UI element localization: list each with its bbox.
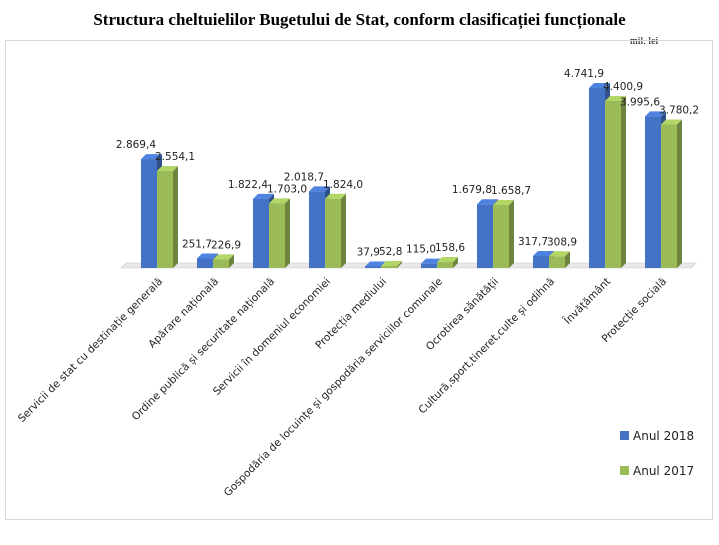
value-label-2017-9: 3.780,2: [659, 105, 699, 117]
value-label-2018-5: 115,0: [406, 244, 436, 256]
value-label-2018-7: 317,7: [518, 236, 548, 248]
category-label-3: Servicii în domeniul economiei: [211, 276, 333, 398]
unit-label: mil. lei: [630, 36, 659, 47]
legend-label-2017: Anul 2017: [633, 464, 694, 478]
value-label-2017-4: 52,8: [379, 246, 402, 258]
value-label-2017-3: 1.824,0: [323, 179, 363, 191]
value-label-2017-1: 226,9: [211, 239, 241, 251]
value-label-2018-0: 2.869,4: [116, 139, 156, 151]
category-label-8: Învățământ: [561, 275, 614, 328]
bar-2017-0: [157, 166, 178, 268]
legend-label-2018: Anul 2018: [633, 429, 694, 443]
legend-swatch-2018: [620, 431, 629, 440]
value-label-2018-8: 4.741,9: [564, 68, 604, 80]
value-label-2017-0: 2.554,1: [155, 151, 195, 163]
bar-2017-6: [493, 200, 514, 268]
bar-2017-3: [325, 193, 346, 268]
chart-title: Structura cheltuielilor Bugetului de Sta…: [93, 10, 626, 29]
bar-2017-5: [437, 256, 458, 268]
chart-frame: [5, 40, 713, 520]
bar-2017-1: [213, 254, 234, 268]
value-label-2017-7: 308,9: [547, 236, 577, 248]
bar-2017-2: [269, 198, 290, 268]
bar-2017-8: [605, 95, 626, 268]
value-label-2017-6: 1.658,7: [491, 185, 531, 197]
bar-2017-7: [549, 251, 570, 268]
value-label-2018-1: 251,7: [182, 238, 212, 250]
value-label-2017-2: 1.703,0: [267, 183, 307, 195]
legend-swatch-2017: [620, 466, 629, 475]
value-label-2018-6: 1.679,8: [452, 184, 492, 196]
value-label-2017-8: 4.400,9: [603, 81, 643, 93]
value-label-2018-2: 1.822,4: [228, 179, 268, 191]
category-label-5: Gospodăria de locuințe și gospodăria ser…: [222, 276, 445, 499]
value-label-2018-4: 37,9: [357, 247, 380, 259]
value-label-2018-9: 3.995,6: [620, 96, 660, 108]
bar-2017-9: [661, 119, 682, 269]
bar-2017-4: [381, 260, 402, 268]
value-label-2018-3: 2.018,7: [284, 171, 324, 183]
value-label-2017-5: 158,6: [435, 242, 465, 254]
